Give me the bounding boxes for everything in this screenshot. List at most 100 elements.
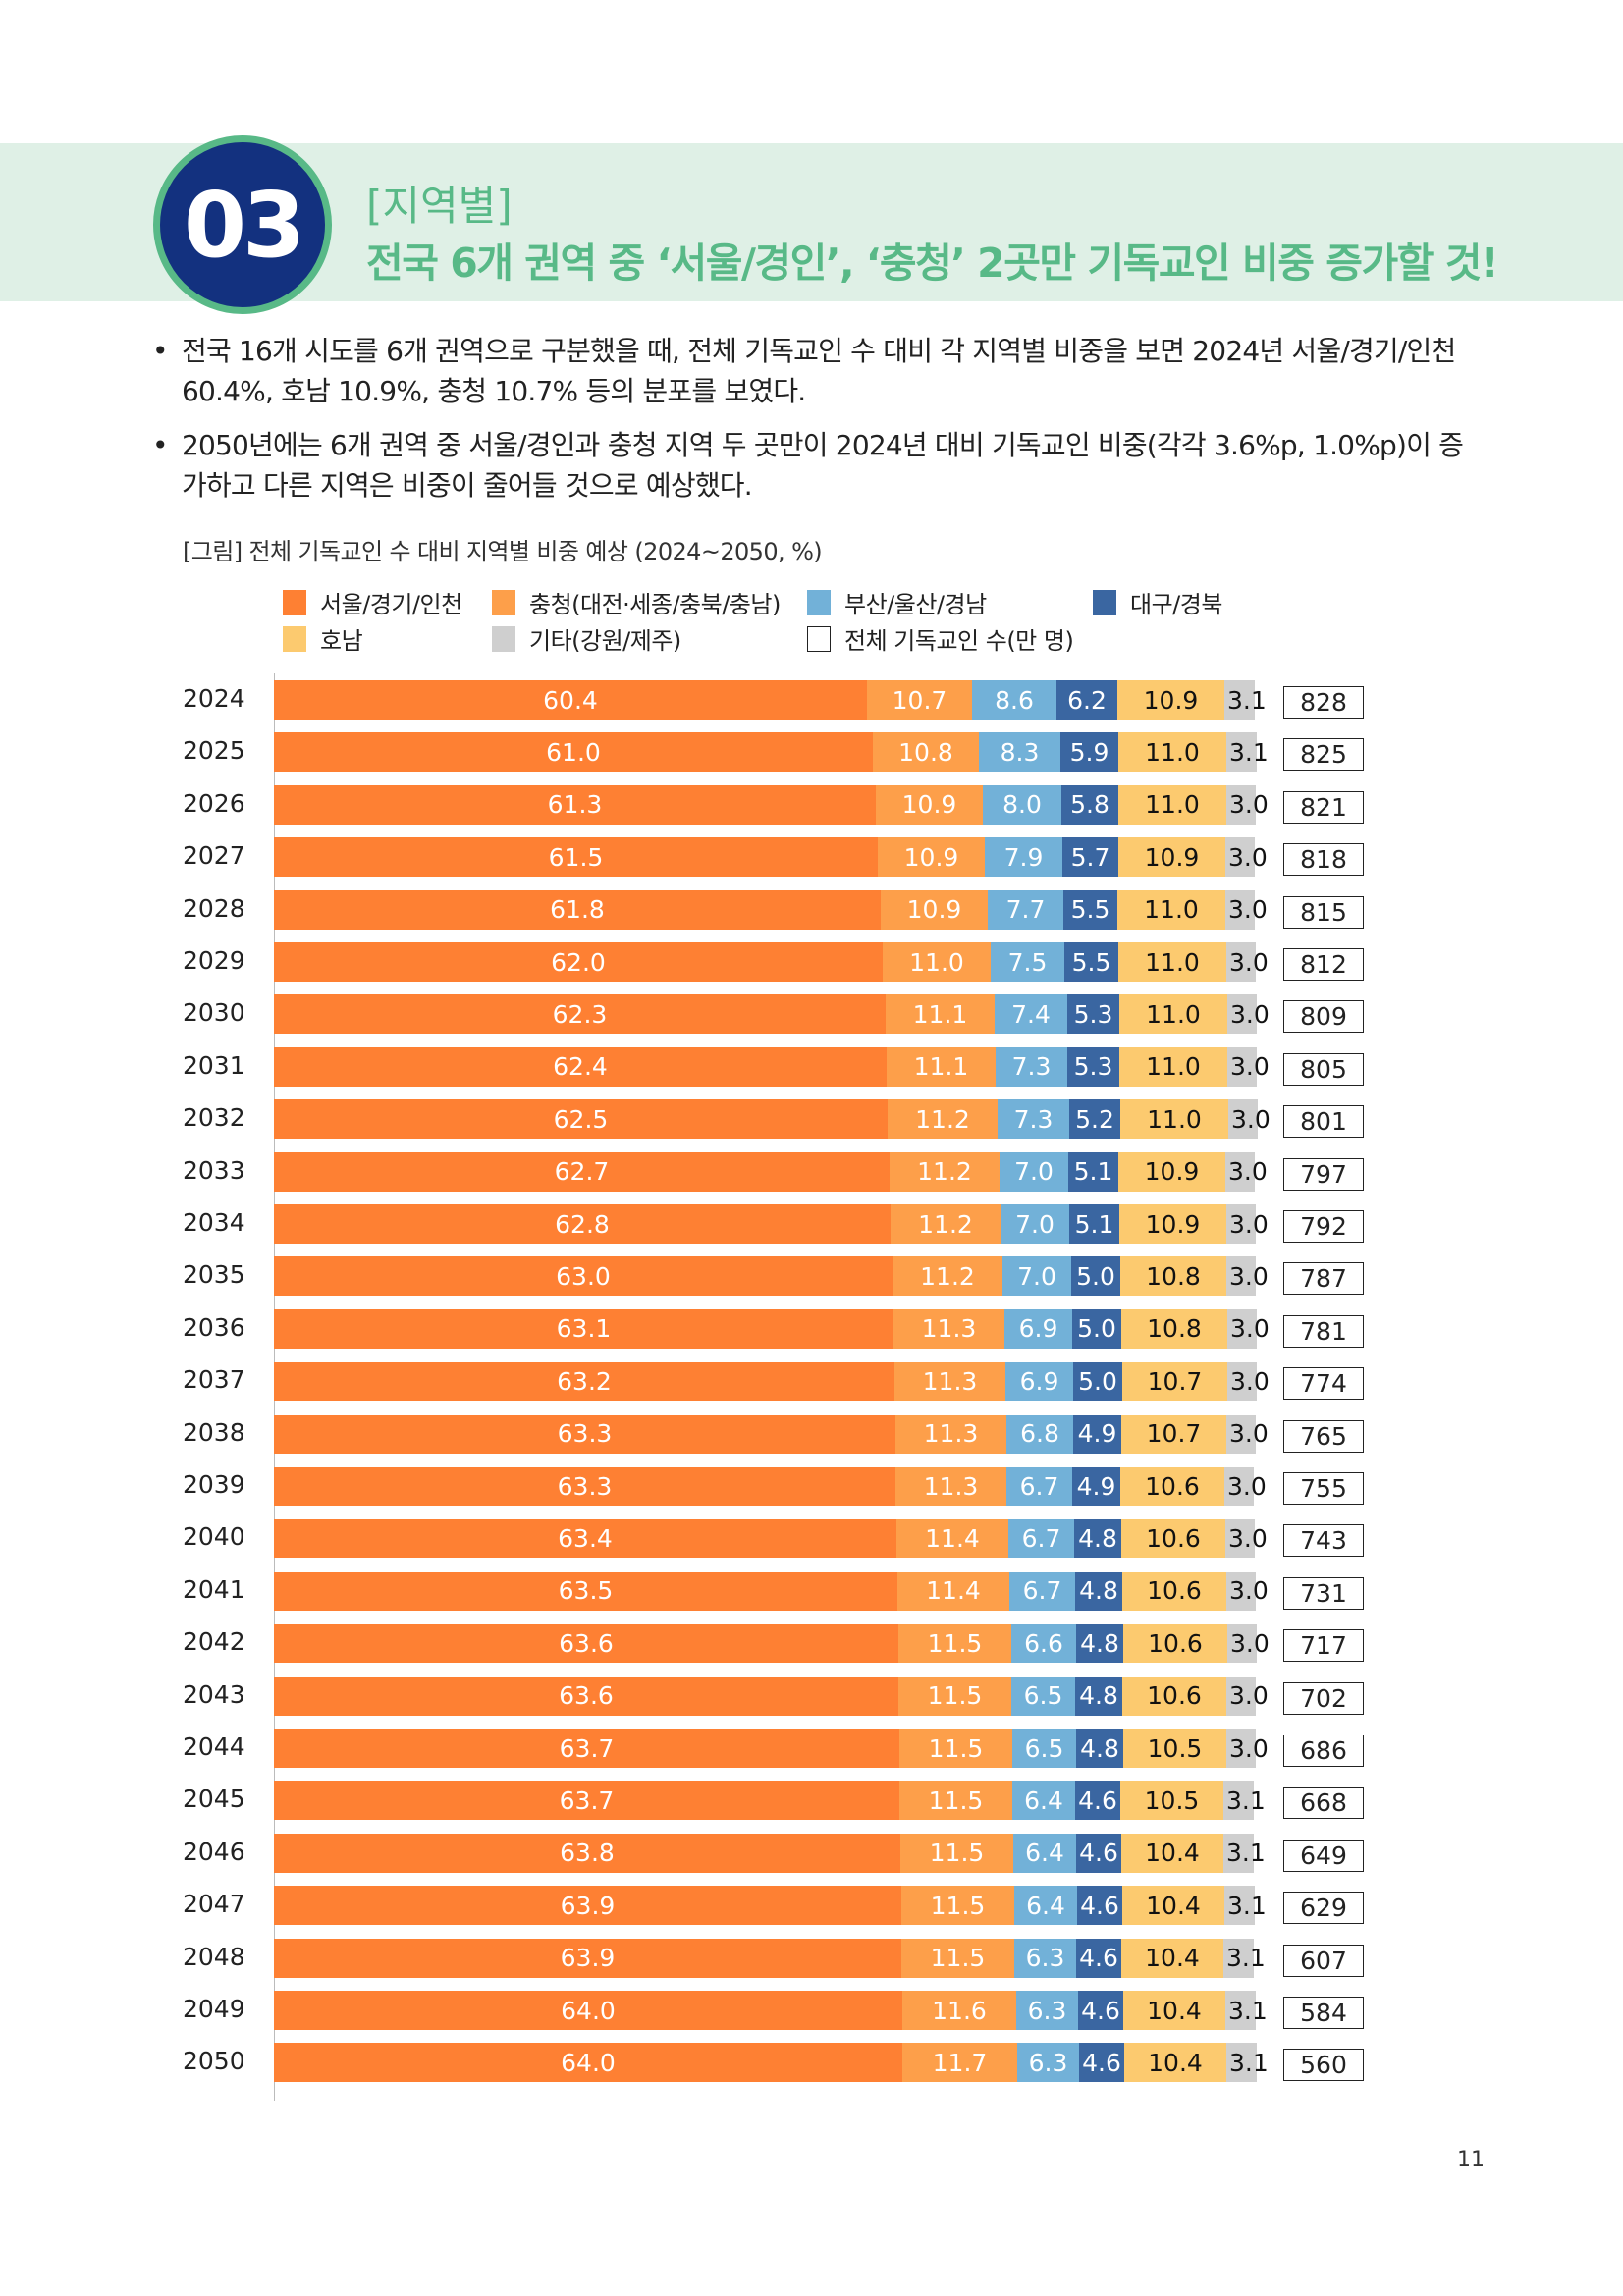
data-label: 10.6 xyxy=(1147,1682,1202,1711)
bar-segment: 11.0 xyxy=(1117,889,1225,930)
total-believers-box: 805 xyxy=(1283,1052,1364,1086)
legend-label: 충청(대전·세종/충북/충남) xyxy=(529,591,781,618)
bar-segment: 4.8 xyxy=(1074,1519,1121,1559)
data-label: 8.3 xyxy=(1000,737,1040,767)
bar-segment: 7.9 xyxy=(985,837,1062,878)
data-label: 10.5 xyxy=(1144,1786,1200,1815)
data-label: 11.0 xyxy=(1145,737,1200,767)
data-label: 10.4 xyxy=(1145,1944,1200,1973)
bar-segment: 11.2 xyxy=(891,1204,1001,1244)
data-label: 5.1 xyxy=(1073,1157,1113,1187)
bar-segment: 3.0 xyxy=(1226,1414,1269,1454)
bar-segment: 4.6 xyxy=(1078,1991,1123,2030)
data-label: 5.8 xyxy=(1070,790,1109,820)
bar-segment: 11.3 xyxy=(894,1362,1005,1402)
data-label: 11.7 xyxy=(932,2048,988,2077)
bar-segment: 63.9 xyxy=(274,1938,901,1978)
bar-segment: 10.6 xyxy=(1120,1467,1224,1506)
page-number: 11 xyxy=(1457,2148,1485,2172)
data-label: 8.6 xyxy=(995,685,1034,715)
section-number-badge: 03 xyxy=(153,135,332,314)
data-label: 64.0 xyxy=(561,1996,616,2025)
total-believers-box: 781 xyxy=(1283,1314,1364,1348)
data-label: 10.9 xyxy=(1145,1209,1201,1239)
bar-segment: 6.7 xyxy=(1006,1467,1072,1506)
data-label: 10.4 xyxy=(1145,1839,1200,1868)
bar-segment: 11.5 xyxy=(901,1938,1014,1978)
total-believers-box: 765 xyxy=(1283,1419,1364,1453)
bar-segment: 6.9 xyxy=(1004,1308,1072,1349)
bar-segment: 4.8 xyxy=(1076,1624,1123,1664)
year-label: 2049 xyxy=(183,1995,245,2023)
bar-segment: 3.0 xyxy=(1227,1046,1270,1087)
legend-swatch xyxy=(1093,589,1116,615)
data-label: 10.9 xyxy=(1144,842,1200,872)
data-label: 4.6 xyxy=(1080,1891,1119,1920)
bar-segment: 62.7 xyxy=(274,1151,890,1192)
year-label: 2033 xyxy=(183,1155,245,1185)
bar-segment: 7.5 xyxy=(991,942,1064,982)
data-label: 61.5 xyxy=(548,842,604,872)
bar-segment: 11.3 xyxy=(893,1308,1004,1349)
data-label: 3.0 xyxy=(1229,1261,1269,1291)
legend-swatch xyxy=(807,625,831,652)
bar-segment: 6.7 xyxy=(1008,1519,1074,1559)
section-title: 전국 6개 권역 중 ‘서울/경인’, ‘충청’ 2곳만 기독교인 비중 증가할… xyxy=(366,240,1499,287)
data-label: 6.8 xyxy=(1020,1419,1059,1449)
bar-segment: 4.8 xyxy=(1076,1729,1123,1768)
year-label: 2045 xyxy=(183,1785,245,1814)
year-label: 2050 xyxy=(183,2047,245,2076)
data-label: 4.6 xyxy=(1078,1786,1117,1815)
data-label: 3.0 xyxy=(1230,999,1270,1029)
chart-title: [그림] 전체 기독교인 수 대비 지역별 비중 예상 (2024~2050, … xyxy=(183,538,823,565)
year-label: 2031 xyxy=(183,1050,245,1080)
bar-segment: 10.9 xyxy=(881,889,988,930)
total-believers-box: 812 xyxy=(1283,948,1364,981)
data-label: 6.4 xyxy=(1025,1839,1064,1868)
bar-segment: 3.0 xyxy=(1225,837,1268,878)
year-label: 2047 xyxy=(183,1890,245,1919)
data-label: 6.3 xyxy=(1028,2048,1068,2077)
data-label: 7.0 xyxy=(1017,1261,1056,1291)
bar-segment: 3.0 xyxy=(1227,1308,1270,1349)
data-label: 11.5 xyxy=(928,1786,984,1815)
bar-segment: 3.1 xyxy=(1224,680,1267,720)
data-label: 10.6 xyxy=(1147,1576,1202,1606)
bar-segment: 3.1 xyxy=(1226,2043,1269,2083)
bar-segment: 3.0 xyxy=(1228,1099,1271,1140)
data-label: 62.5 xyxy=(553,1104,609,1134)
data-label: 7.0 xyxy=(1014,1157,1054,1187)
data-label: 61.0 xyxy=(546,737,601,767)
data-label: 63.6 xyxy=(559,1682,614,1711)
year-label: 2048 xyxy=(183,1942,245,1971)
bar-segment: 10.7 xyxy=(867,680,972,720)
bar-segment: 3.0 xyxy=(1227,994,1270,1035)
year-label: 2041 xyxy=(183,1575,245,1604)
total-believers-box: 774 xyxy=(1283,1367,1364,1401)
bar-segment: 11.1 xyxy=(887,1046,996,1087)
bar-segment: 61.3 xyxy=(274,784,876,825)
bar-segment: 10.4 xyxy=(1122,1886,1224,1926)
legend-label: 호남 xyxy=(320,627,363,655)
bar-segment: 10.9 xyxy=(878,837,985,878)
bar-segment: 11.4 xyxy=(897,1571,1009,1611)
bar-segment: 64.0 xyxy=(274,2043,902,2083)
bar-segment: 11.5 xyxy=(898,1676,1011,1716)
data-label: 3.1 xyxy=(1228,1996,1268,2025)
total-believers-box: 825 xyxy=(1283,738,1364,772)
total-believers-box: 792 xyxy=(1283,1210,1364,1243)
bar-segment: 10.4 xyxy=(1124,2043,1226,2083)
bar-segment: 11.7 xyxy=(902,2043,1017,2083)
data-label: 3.0 xyxy=(1229,1419,1269,1449)
legend-item: 호남 xyxy=(283,621,363,656)
data-label: 3.0 xyxy=(1228,1157,1268,1187)
bar-segment: 3.1 xyxy=(1226,732,1269,773)
data-label: 60.4 xyxy=(543,685,598,715)
bar-segment: 11.3 xyxy=(895,1414,1006,1454)
data-label: 4.6 xyxy=(1082,2048,1121,2077)
data-label: 11.5 xyxy=(930,1944,986,1973)
bar-segment: 62.4 xyxy=(274,1046,887,1087)
total-believers-box: 797 xyxy=(1283,1157,1364,1191)
data-label: 3.0 xyxy=(1227,1471,1267,1501)
data-label: 63.9 xyxy=(560,1944,616,1973)
